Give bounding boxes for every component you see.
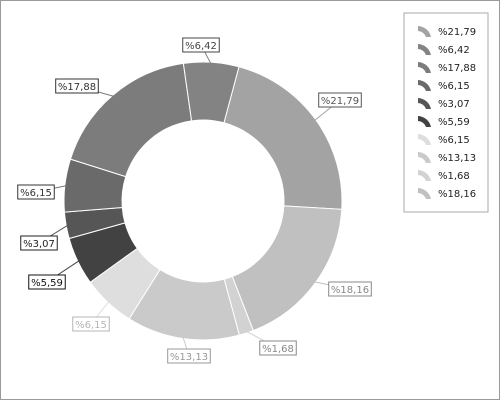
slice-label: %6,15 <box>72 316 110 332</box>
legend-swatch <box>418 152 431 163</box>
legend-item: %6,15 <box>418 80 470 92</box>
legend-item: %13,13 <box>418 152 476 164</box>
legend-box <box>403 12 489 213</box>
legend-item: %18,16 <box>418 188 476 200</box>
legend-swatch <box>418 170 431 181</box>
legend-swatch <box>418 116 431 127</box>
legend-label: %6,15 <box>438 135 470 146</box>
legend-swatch <box>418 26 431 37</box>
donut-slice <box>231 205 343 332</box>
slice-label: %3,07 <box>20 235 58 251</box>
slice-label-text: %18,16 <box>331 285 369 296</box>
slice-label-box <box>318 92 362 108</box>
slice-label-text: %1,68 <box>262 344 294 355</box>
slice-label-box <box>17 184 55 200</box>
slice-label-text: %5,59 <box>31 278 63 289</box>
legend-item: %6,15 <box>418 134 470 146</box>
donut-slice <box>182 61 240 124</box>
legend-swatch <box>418 62 431 73</box>
slice-label-box <box>28 274 66 290</box>
legend-swatch <box>418 134 431 145</box>
slice-label-box <box>72 316 110 332</box>
slice-label-box <box>259 340 297 356</box>
slice-label-text: %6,42 <box>185 41 217 52</box>
legend-label: %13,13 <box>438 153 476 164</box>
slice-label: %13,13 <box>167 348 211 364</box>
slice-label: %1,68 <box>259 340 297 356</box>
legend-label: %18,16 <box>438 189 476 200</box>
slice-label-box <box>20 235 58 251</box>
legend-item: %1,68 <box>418 170 470 182</box>
slice-label: %18,16 <box>328 281 372 297</box>
slice-label-box <box>55 78 99 94</box>
slice-label-box <box>182 37 220 53</box>
slice-label: %17,88 <box>55 78 99 94</box>
slice-label-box <box>328 281 372 297</box>
slice-label: %5,59 <box>28 274 66 290</box>
legend-label: %1,68 <box>438 171 470 182</box>
slice-label-text: %3,07 <box>23 239 55 250</box>
legend-item: %3,07 <box>418 98 470 110</box>
legend-label: %17,88 <box>438 63 476 74</box>
legend-item: %17,88 <box>418 62 476 74</box>
donut-slices <box>63 61 343 341</box>
chart-legend: %21,79 %6,42 %17,88 %6,15 %3,07 %5,59 %6,15 %13… <box>403 12 489 213</box>
legend-swatch <box>418 188 431 199</box>
slice-label-text: %17,88 <box>58 82 96 93</box>
legend-item: %21,79 <box>418 26 476 38</box>
legend-label: %3,07 <box>438 99 470 110</box>
slice-labels: %21,79 %18,16 %1,68 %13,13 %6,15 %5,59 %3,07 %6… <box>17 37 372 364</box>
legend-label: %5,59 <box>438 117 470 128</box>
legend-swatch <box>418 44 431 55</box>
legend-item: %6,42 <box>418 44 470 56</box>
slice-label-text: %21,79 <box>321 96 359 107</box>
legend-swatch <box>418 80 431 91</box>
slice-label-box <box>167 348 211 364</box>
donut-slice <box>223 66 343 210</box>
legend-label: %6,42 <box>438 45 470 56</box>
slice-label-text: %6,15 <box>75 320 107 331</box>
legend-label: %21,79 <box>438 27 476 38</box>
slice-label: %6,42 <box>182 37 220 53</box>
slice-label: %6,15 <box>17 184 55 200</box>
slice-label-text: %13,13 <box>170 352 208 363</box>
slice-label: %21,79 <box>318 92 362 108</box>
legend-label: %6,15 <box>438 81 470 92</box>
legend-item: %5,59 <box>418 116 470 128</box>
slice-label-text: %6,15 <box>20 188 52 199</box>
legend-swatch <box>418 98 431 109</box>
